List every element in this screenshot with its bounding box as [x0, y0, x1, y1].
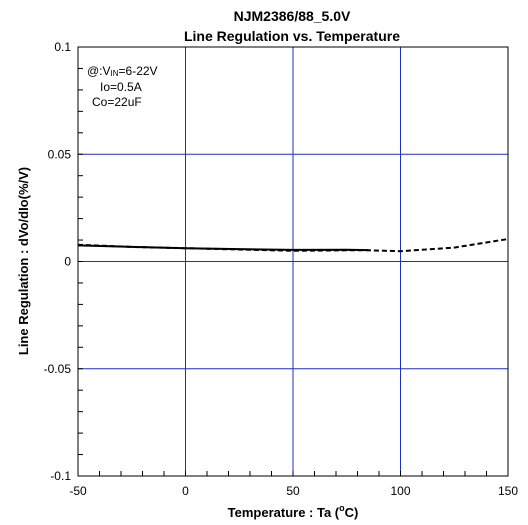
y-tick-label: 0 [64, 255, 71, 269]
y-tick-label: 0.1 [54, 40, 71, 54]
series-line-dashed [77, 238, 509, 253]
x-axis-label-main: Temperature : Ta ( [228, 505, 340, 520]
x-tick-label: 100 [390, 484, 410, 498]
y-tick-label: -0.05 [44, 362, 72, 376]
x-tick-label: 150 [498, 484, 518, 498]
y-axis-label: Line Regulation : dVo/dIo(%/V) [16, 167, 31, 355]
y-tick-labels: -0.1 -0.05 0 0.05 0.1 [44, 40, 72, 483]
x-axis-label: Temperature : Ta (oC) [228, 503, 359, 520]
y-tick-label: -0.1 [50, 469, 71, 483]
chart-title-line2: Line Regulation vs. Temperature [184, 28, 400, 44]
annotation-line2: Io=0.5A [100, 80, 142, 94]
annotation-line1-prefix: @:V [87, 64, 111, 78]
x-tick-label: -50 [69, 484, 87, 498]
series-lines [77, 238, 509, 253]
x-axis-label-sup: o [339, 503, 345, 513]
x-tick-labels: -50 0 50 100 150 [69, 484, 518, 498]
tick-marks [77, 46, 509, 477]
annotation-line1: @:VIN=6-22V [87, 64, 158, 78]
annotation-line1-suffix: =6-22V [119, 64, 158, 78]
x-tick-label: 0 [182, 484, 189, 498]
y-tick-label: 0.05 [48, 147, 72, 161]
x-axis-label-tail: C) [345, 505, 359, 520]
chart-title-line1: NJM2386/88_5.0V [234, 8, 351, 24]
x-tick-label: 50 [286, 484, 300, 498]
annotation-line3: Co=22uF [92, 95, 142, 109]
annotation-line1-sub: IN [111, 69, 119, 78]
grid [78, 47, 508, 476]
